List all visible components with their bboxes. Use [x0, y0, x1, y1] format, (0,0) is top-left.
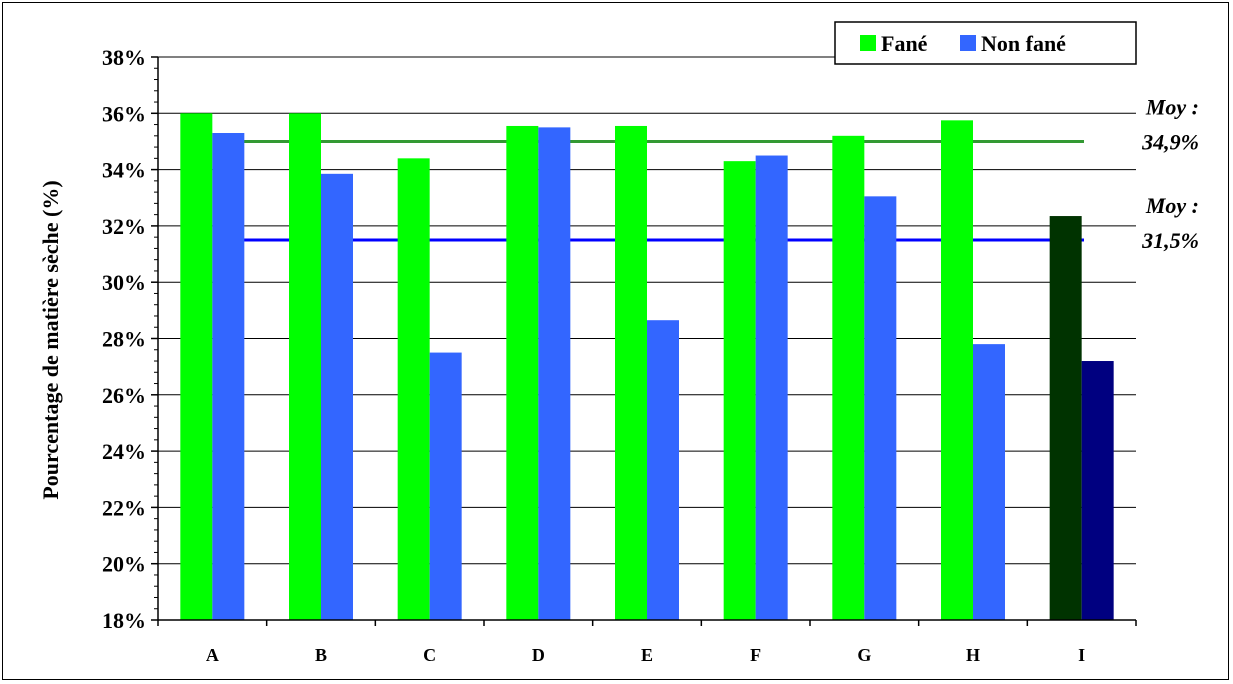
- x-tick-label: I: [1078, 645, 1085, 665]
- bar-non-fane: [429, 352, 462, 620]
- y-tick-label: 28%: [102, 327, 146, 352]
- reference-annotations: Moy : 34,9% Moy : 31,5%: [1141, 94, 1199, 253]
- bar-non-fane: [755, 155, 788, 620]
- bar-non-fane: [864, 196, 897, 620]
- y-tick-labels: 18% 20% 22% 24% 26% 28% 30% 32% 34% 36% 38%: [102, 45, 146, 633]
- y-tick-label: 34%: [102, 158, 146, 183]
- x-tick-label: H: [966, 645, 980, 665]
- bar-fane: [615, 125, 647, 620]
- legend-label-fane: Fané: [881, 31, 928, 56]
- legend-swatch-non-fane: [960, 35, 976, 51]
- reference-label-value: 34,9%: [1141, 129, 1199, 154]
- legend-label-non-fane: Non fané: [981, 31, 1066, 56]
- legend-box: [834, 21, 1137, 65]
- bar-fane: [1049, 216, 1082, 621]
- x-tick-labels: A B C D E F G H I: [206, 645, 1085, 665]
- bar-fane: [723, 161, 756, 620]
- bar-fane: [289, 113, 321, 621]
- bar-fane: [397, 158, 430, 620]
- y-tick-label: 26%: [102, 383, 146, 408]
- axes: [151, 56, 1137, 626]
- reference-label-title: Moy :: [1145, 94, 1199, 119]
- bar-fane: [832, 135, 865, 620]
- bar-fane: [506, 125, 539, 620]
- y-tick-label: 36%: [102, 101, 146, 126]
- x-tick-label: C: [423, 645, 436, 665]
- legend-swatch-fane: [860, 35, 876, 51]
- bar-fane: [941, 120, 973, 621]
- x-tick-label: G: [857, 645, 871, 665]
- x-tick-label: B: [315, 645, 327, 665]
- bar-non-fane: [538, 127, 571, 620]
- reference-lines: [213, 139, 1084, 242]
- bar-non-fane: [973, 344, 1005, 620]
- y-tick-label: 32%: [102, 214, 146, 239]
- bars: [180, 113, 1114, 621]
- y-tick-label: 38%: [102, 45, 146, 70]
- y-tick-label: 30%: [102, 270, 146, 295]
- bar-non-fane: [647, 320, 679, 620]
- y-axis-label: Pourcentage de matière sèche (%): [38, 180, 63, 499]
- x-tick-label: E: [641, 645, 653, 665]
- y-tick-label: 24%: [102, 439, 146, 464]
- bar-non-fane: [212, 133, 245, 620]
- y-tick-label: 22%: [102, 495, 146, 520]
- reference-label-value: 31,5%: [1141, 228, 1199, 253]
- reference-label-title: Moy :: [1145, 193, 1199, 218]
- y-tick-label: 20%: [102, 552, 146, 577]
- x-tick-label: A: [206, 645, 219, 665]
- y-tick-label: 18%: [102, 608, 146, 633]
- x-tick-label: D: [532, 645, 545, 665]
- bar-non-fane: [321, 173, 353, 620]
- bar-non-fane: [1081, 361, 1114, 620]
- x-tick-label: F: [750, 645, 761, 665]
- bar-fane: [180, 113, 213, 621]
- legend: Fané Non fané: [834, 21, 1137, 65]
